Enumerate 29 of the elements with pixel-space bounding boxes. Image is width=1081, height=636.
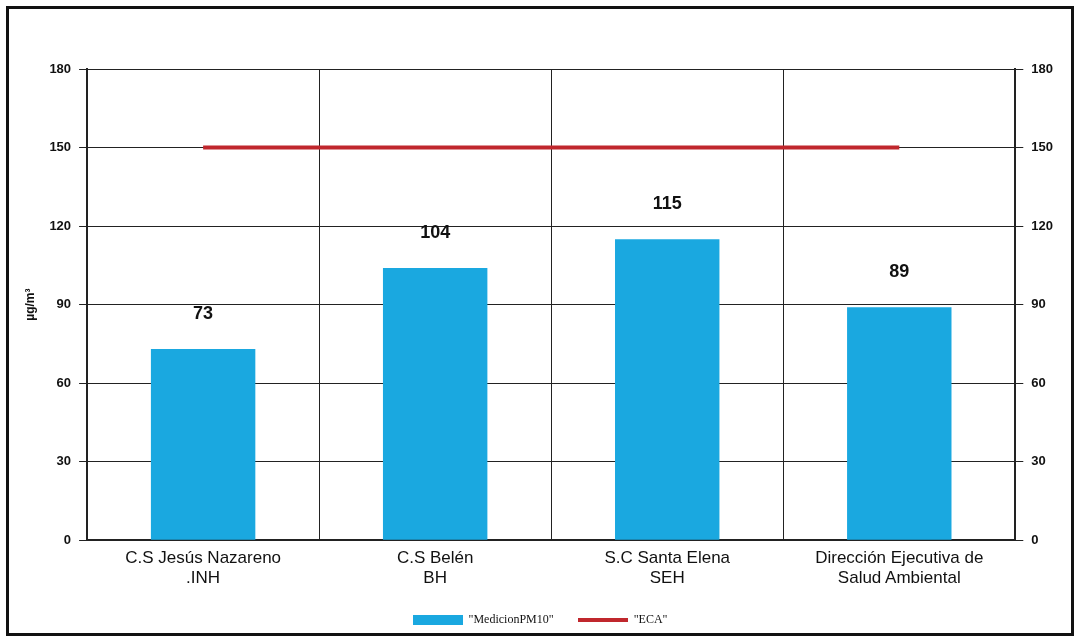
x-tick-label: Dirección Ejecutiva de Salud Ambiental [815,548,984,588]
x-tick-label: C.S Jesús Nazareno .INH [125,548,282,588]
y-tick-label: 150 [49,139,72,155]
x-tick-label: C.S Belén BH [396,548,474,588]
y2-tick-label: 90 [1031,296,1046,312]
y-tick-label: 90 [56,296,72,312]
data-label: 115 [652,193,682,214]
data-label: 89 [889,261,910,282]
y-tick-label: 180 [49,60,72,76]
bar [847,307,952,540]
y-axis-title: µg/m³ [22,288,37,321]
y2-tick-label: 120 [1031,217,1054,233]
y2-tick-label: 0 [1031,531,1039,547]
data-label: 73 [193,303,214,324]
y2-tick-label: 60 [1031,374,1046,390]
x-tick-label: S.C Santa Elena SEH [604,548,731,588]
y2-tick-label: 150 [1031,139,1054,155]
y-tick-label: 30 [56,453,72,469]
bar [382,267,488,540]
bar [615,239,720,540]
y-tick-label: 0 [63,531,72,547]
legend-label: "ECA" [633,612,668,627]
bar [150,349,256,540]
data-label: 104 [420,221,451,242]
y-tick-label: 120 [49,217,72,233]
y-tick-label: 60 [56,374,72,390]
y2-tick-label: 30 [1031,453,1046,469]
y2-tick-label: 180 [1031,60,1054,76]
legend-label: "MedicionPM10" [468,612,554,627]
